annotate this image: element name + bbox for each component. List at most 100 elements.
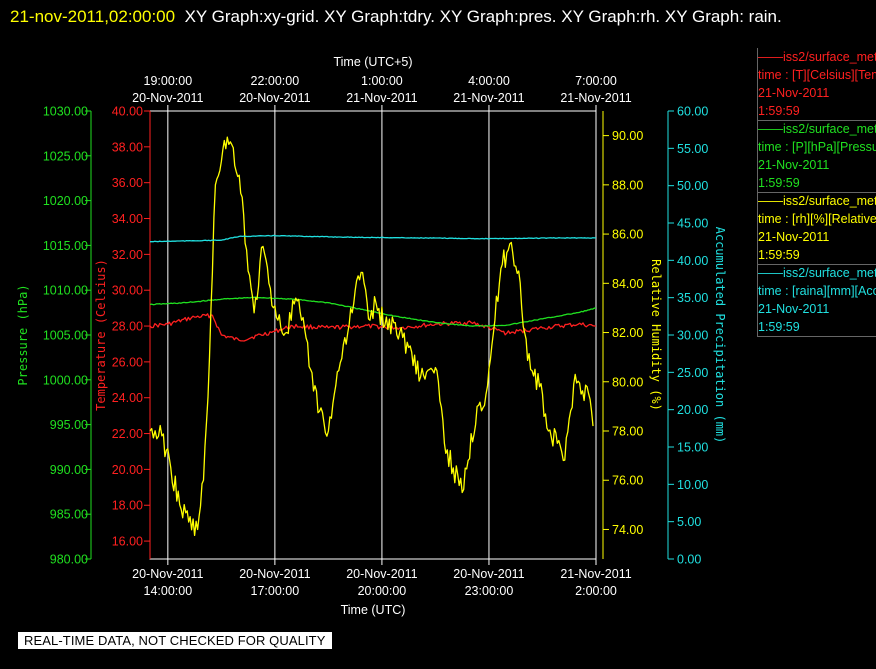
y-tick-label-rain: 45.00: [677, 217, 708, 231]
x-top-tick-date: 21-Nov-2011: [453, 91, 524, 105]
legend-time: 1:59:59: [758, 248, 800, 262]
legend-time: 1:59:59: [758, 320, 800, 334]
y-tick-label-pres: 990.00: [50, 463, 88, 477]
series-line-rain: [150, 234, 596, 243]
y-axis-title-pres: Pressure (hPa): [16, 284, 30, 385]
y-tick-label-tdry: 22.00: [112, 427, 143, 441]
y-axis-title-rh: Relative Humidity (%): [649, 259, 663, 411]
y-tick-label-rain: 15.00: [677, 441, 708, 455]
x-top-tick-date: 20-Nov-2011: [132, 91, 203, 105]
y-tick-label-tdry: 18.00: [112, 499, 143, 513]
series-line-rh: [149, 136, 594, 537]
legend-date: 21-Nov-2011: [758, 302, 830, 316]
y-axis-title-tdry: Temperature (Celsius): [94, 259, 108, 411]
title-timestamp: 21-nov-2011,02:00:00: [10, 7, 176, 26]
title-graph-list: XY Graph:xy-grid. XY Graph:tdry. XY Grap…: [184, 7, 782, 26]
y-tick-label-rain: 5.00: [677, 515, 701, 529]
y-tick-label-pres: 1005.00: [43, 329, 88, 343]
x-bottom-tick-clock: 20:00:00: [358, 584, 407, 598]
y-tick-label-pres: 980.00: [50, 553, 88, 567]
x-top-tick-clock: 7:00:00: [575, 74, 617, 88]
y-tick-label-pres: 1020.00: [43, 194, 88, 208]
y-tick-label-rh: 84.00: [612, 277, 643, 291]
x-bottom-tick-clock: 14:00:00: [144, 584, 193, 598]
y-tick-label-rh: 82.00: [612, 326, 643, 340]
x-bottom-tick-date: 20-Nov-2011: [453, 567, 524, 581]
y-tick-label-rain: 0.00: [677, 553, 701, 567]
y-tick-label-rain: 60.00: [677, 105, 708, 119]
y-tick-label-rain: 25.00: [677, 366, 708, 380]
legend-variable: time : [P][hPa][Pressure]: [758, 140, 876, 154]
legend-series-name: ——iss2/surface_met: [758, 122, 876, 136]
legend-date: 21-Nov-2011: [758, 230, 830, 244]
y-tick-label-rh: 80.00: [612, 375, 643, 389]
y-tick-label-tdry: 40.00: [112, 105, 143, 119]
y-tick-label-rh: 78.00: [612, 425, 643, 439]
quality-notice: REAL-TIME DATA, NOT CHECKED FOR QUALITY: [18, 632, 332, 649]
y-tick-label-rh: 90.00: [612, 129, 643, 143]
y-tick-label-tdry: 32.00: [112, 248, 143, 262]
y-tick-label-pres: 1030.00: [43, 105, 88, 119]
y-tick-label-pres: 995.00: [50, 418, 88, 432]
y-tick-label-pres: 1010.00: [43, 284, 88, 298]
y-tick-label-pres: 1015.00: [43, 239, 88, 253]
x-top-tick-clock: 1:00:00: [361, 74, 403, 88]
y-tick-label-rain: 50.00: [677, 179, 708, 193]
x-top-axis-label: Time (UTC+5): [333, 55, 412, 69]
series-line-tdry: [149, 313, 596, 342]
x-top-tick-date: 20-Nov-2011: [239, 91, 310, 105]
x-bottom-tick-clock: 17:00:00: [251, 584, 300, 598]
x-bottom-tick-date: 20-Nov-2011: [132, 567, 203, 581]
legend-time: 1:59:59: [758, 176, 800, 190]
y-tick-label-tdry: 24.00: [112, 391, 143, 405]
x-top-tick-clock: 4:00:00: [468, 74, 510, 88]
x-bottom-tick-date: 21-Nov-2011: [560, 567, 631, 581]
y-tick-label-pres: 1025.00: [43, 149, 88, 163]
y-tick-label-rain: 55.00: [677, 142, 708, 156]
x-top-tick-date: 21-Nov-2011: [560, 91, 631, 105]
y-tick-label-tdry: 38.00: [112, 140, 143, 154]
y-tick-label-tdry: 36.00: [112, 176, 143, 190]
y-tick-label-pres: 985.00: [50, 508, 88, 522]
y-tick-label-rh: 76.00: [612, 474, 643, 488]
legend-series-name: ——iss2/surface_met: [758, 194, 876, 208]
x-bottom-tick-clock: 23:00:00: [465, 584, 514, 598]
y-tick-label-tdry: 34.00: [112, 212, 143, 226]
y-tick-label-rain: 40.00: [677, 254, 708, 268]
x-bottom-tick-date: 20-Nov-2011: [239, 567, 310, 581]
y-tick-label-pres: 1000.00: [43, 373, 88, 387]
x-bottom-tick-date: 20-Nov-2011: [346, 567, 417, 581]
x-top-tick-date: 21-Nov-2011: [346, 91, 417, 105]
x-bottom-axis-label: Time (UTC): [341, 603, 406, 617]
y-tick-label-tdry: 30.00: [112, 284, 143, 298]
legend-variable: time : [rh][%][Relative Humidity]: [758, 212, 876, 226]
x-top-tick-clock: 19:00:00: [144, 74, 193, 88]
y-tick-label-rh: 86.00: [612, 228, 643, 242]
y-axis-title-rain: Accumulated Precipitation (mm): [713, 227, 727, 444]
x-bottom-tick-clock: 2:00:00: [575, 584, 617, 598]
graph-title: 21-nov-2011,02:00:00 XY Graph:xy-grid. X…: [10, 2, 870, 32]
legend-time: 1:59:59: [758, 104, 800, 118]
legend-date: 21-Nov-2011: [758, 86, 830, 100]
y-tick-label-tdry: 16.00: [112, 535, 143, 549]
legend-series-name: ——iss2/surface_met: [758, 266, 876, 280]
y-tick-label-rain: 10.00: [677, 478, 708, 492]
legend-variable: time : [raina][mm][Accumulated Precipita…: [758, 284, 876, 298]
y-tick-label-tdry: 26.00: [112, 355, 143, 369]
y-tick-label-rh: 74.00: [612, 523, 643, 537]
y-tick-label-rain: 30.00: [677, 329, 708, 343]
x-top-tick-clock: 22:00:00: [251, 74, 300, 88]
legend-date: 21-Nov-2011: [758, 158, 830, 172]
y-tick-label-rain: 20.00: [677, 403, 708, 417]
legend-series-name: ——iss2/surface_met: [758, 50, 876, 64]
y-tick-label-rain: 35.00: [677, 291, 708, 305]
y-tick-label-tdry: 20.00: [112, 463, 143, 477]
legend-variable: time : [T][Celsius][Temperature]: [758, 68, 876, 82]
y-tick-label-tdry: 28.00: [112, 320, 143, 334]
y-tick-label-rh: 88.00: [612, 178, 643, 192]
